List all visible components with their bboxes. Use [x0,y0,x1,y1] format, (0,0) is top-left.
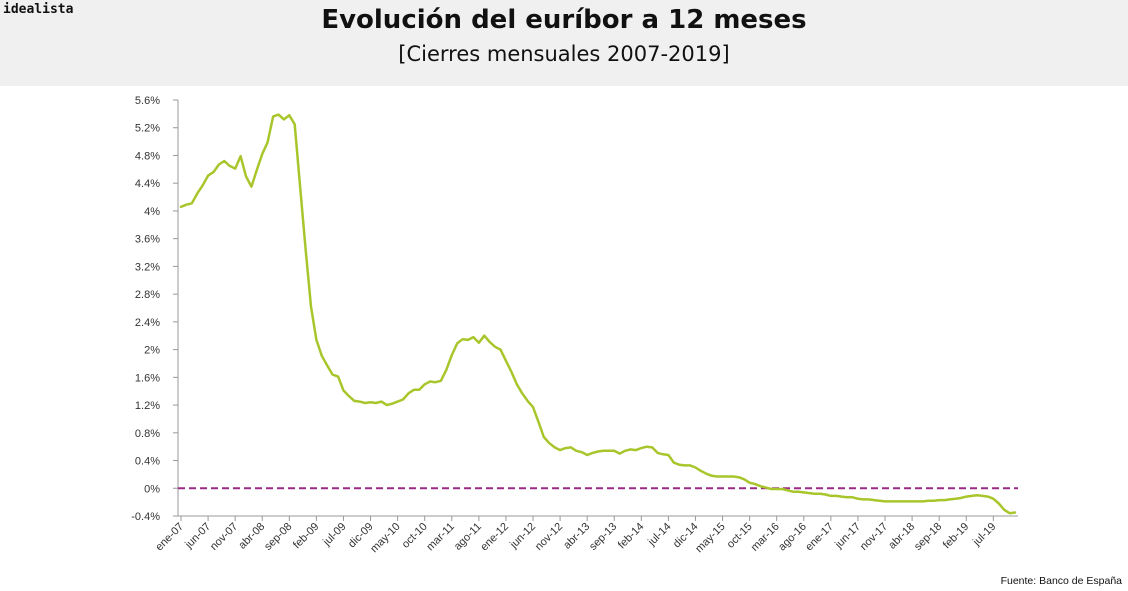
x-tick-label: may-10 [368,521,402,555]
y-tick-label: 4.4% [135,178,160,190]
x-tick-label: jun-07 [182,521,213,552]
y-tick-label: 5.6% [135,95,160,107]
x-tick-label: nov-17 [858,521,890,553]
y-tick-label: 5.2% [135,123,160,135]
x-tick-label: feb-14 [616,521,647,552]
x-tick-label: jun-12 [507,521,538,552]
y-tick-label: -0.4% [131,511,160,523]
x-tick-label: nov-12 [533,521,565,553]
x-tick-label: mar-16 [749,521,782,554]
x-tick-label: jul-09 [320,521,348,549]
y-tick-label: 0% [144,483,160,495]
y-tick-label: 2.4% [135,317,160,329]
x-tick-label: nov-07 [208,521,240,553]
chart-header: idealista Evolución del euríbor a 12 mes… [0,0,1128,86]
source-note: Fuente: Banco de España [1000,575,1122,587]
y-axis: 5.6% 5.2% 4.8% 4.4% 4% 3.6% 3.2% 2.8% 2.4% 2% 1.6%… [131,95,179,523]
x-tick-label: jul-19 [970,521,998,549]
brand-logo: idealista [3,2,74,17]
chart-subtitle: [Cierres mensuales 2007-2019] [398,42,730,66]
x-tick-label: ago-11 [452,521,484,553]
y-tick-label: 1.6% [135,372,160,384]
x-tick-label: jul-14 [645,521,673,549]
y-tick-label: 4% [144,206,160,218]
x-tick-label: feb-09 [291,521,322,552]
x-tick-label: abr-13 [561,521,592,552]
y-tick-label: 2.8% [135,289,160,301]
y-tick-label: 2% [144,345,160,357]
x-tick-label: jun-17 [832,521,863,552]
y-tick-label: 1.2% [135,400,160,412]
x-tick-label: ago-16 [776,521,809,554]
x-tick-label: abr-18 [886,521,917,552]
x-tick-label: sep-08 [262,521,294,553]
x-tick-label: ene-17 [803,521,836,554]
y-tick-label: 0.8% [135,428,160,440]
x-tick-label: mar-11 [424,521,457,554]
euribor-series-line [179,113,1017,515]
y-tick-label: 3.2% [135,261,160,273]
y-tick-label: 4.8% [135,150,160,162]
y-tick-label: 3.6% [135,234,160,246]
y-tick-label: 0.4% [135,456,160,468]
x-tick-label: feb-19 [941,521,972,552]
x-tick-label: abr-08 [236,521,267,552]
x-tick-label: sep-13 [587,521,619,553]
x-tick-label: ene-07 [153,521,186,554]
x-tick-label: may-15 [693,521,727,555]
chart-title: Evolución del euríbor a 12 meses [321,5,807,35]
series-group [179,113,1017,515]
x-tick-label: sep-18 [912,521,944,553]
x-tick-label: ene-12 [478,521,511,554]
